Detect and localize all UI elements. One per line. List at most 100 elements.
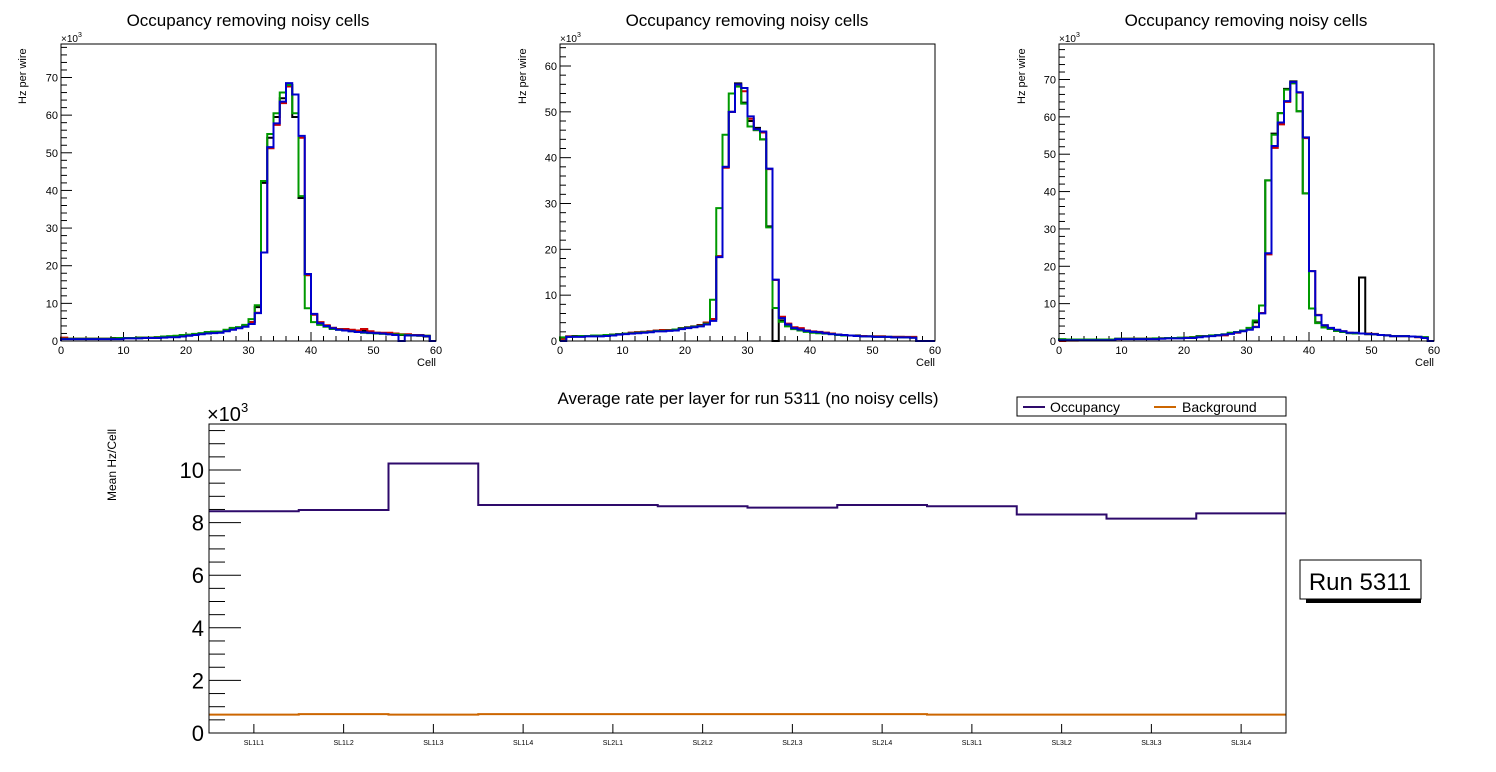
x-tick-label: 50 <box>866 345 878 357</box>
x-category-label: SL2L1 <box>603 740 623 747</box>
y-tick-label: 2 <box>192 668 204 693</box>
y-axis-label: Hz per wire <box>1016 48 1028 104</box>
x-tick-label: 10 <box>1115 345 1127 357</box>
y-axis-label: Hz per wire <box>517 48 529 104</box>
panel-occupancy-3: Occupancy removing noisy cells Hz per wi… <box>1016 11 1440 369</box>
x-category-label: SL1L2 <box>334 740 354 747</box>
panel-average-rate: Average rate per layer for run 5311 (no … <box>105 389 1422 747</box>
series-layer1 <box>60 84 436 342</box>
y-axis-label: Hz per wire <box>17 48 29 104</box>
series-layer2 <box>1059 82 1434 342</box>
y-exponent: ×103 <box>560 32 581 45</box>
y-tick-label: 20 <box>545 244 557 256</box>
y-tick-label: 20 <box>46 261 58 273</box>
y-tick-label: 10 <box>46 298 58 310</box>
run-annotation-box <box>1299 559 1422 600</box>
panel-title: Occupancy removing noisy cells <box>1125 11 1368 30</box>
y-exponent: ×103 <box>207 400 248 426</box>
x-tick-label: 10 <box>616 345 628 357</box>
x-tick-label: 0 <box>1056 345 1062 357</box>
y-tick-label: 50 <box>46 148 58 160</box>
series-layer3 <box>1058 82 1434 342</box>
x-tick-label: 60 <box>1428 345 1440 357</box>
y-tick-label: 0 <box>1050 336 1056 348</box>
x-tick-label: 30 <box>242 345 254 357</box>
x-tick-label: 50 <box>367 345 379 357</box>
x-tick-label: 40 <box>804 345 816 357</box>
x-category-label: SL2L2 <box>693 740 713 747</box>
x-category-label: SL3L1 <box>962 740 982 747</box>
y-exponent: ×103 <box>61 32 82 45</box>
y-tick-label: 0 <box>52 336 58 348</box>
x-category-label: SL3L4 <box>1231 740 1251 747</box>
x-category-label: SL1L1 <box>244 740 264 747</box>
legend: Occupancy Background <box>1016 396 1287 417</box>
x-category-label: SL2L3 <box>782 740 802 747</box>
y-tick-label: 10 <box>180 458 204 483</box>
y-tick-label: 4 <box>192 616 204 641</box>
x-tick-label: 0 <box>557 345 563 357</box>
y-exponent: ×103 <box>1059 32 1080 45</box>
y-tick-label: 60 <box>46 110 58 122</box>
x-tick-label: 30 <box>1240 345 1252 357</box>
x-tick-label: 40 <box>305 345 317 357</box>
x-tick-label: 30 <box>741 345 753 357</box>
legend-box <box>1016 396 1287 417</box>
series-layer2 <box>60 85 436 342</box>
series-occupancy <box>209 462 1286 520</box>
panel-occupancy-1: Occupancy removing noisy cells Hz per wi… <box>17 11 442 369</box>
run-annotation-shadow <box>1306 598 1421 603</box>
legend-label-background: Background <box>1182 399 1257 415</box>
x-tick-label: 60 <box>430 345 442 357</box>
x-tick-label: 40 <box>1303 345 1315 357</box>
series-background <box>209 713 1286 716</box>
x-category-label: SL3L2 <box>1052 740 1072 747</box>
y-tick-label: 20 <box>1044 261 1056 273</box>
y-tick-label: 10 <box>1044 299 1056 311</box>
series-layer3 <box>559 85 935 342</box>
y-tick-label: 8 <box>192 511 204 536</box>
y-tick-label: 30 <box>545 199 557 211</box>
y-axis-label: Mean Hz/Cell <box>105 429 119 501</box>
x-tick-label: 10 <box>117 345 129 357</box>
series-layer4 <box>1058 81 1434 342</box>
plot-frame <box>559 43 936 342</box>
y-tick-label: 70 <box>46 73 58 85</box>
y-tick-label: 40 <box>1044 187 1056 199</box>
x-axis-label: Cell <box>916 357 935 369</box>
y-tick-label: 30 <box>1044 224 1056 236</box>
y-tick-label: 0 <box>192 721 204 746</box>
run-annotation-text: Run 5311 <box>1309 569 1411 596</box>
x-category-label: SL1L4 <box>513 740 533 747</box>
y-tick-label: 50 <box>545 107 557 119</box>
y-tick-label: 60 <box>1044 112 1056 124</box>
x-tick-label: 20 <box>1178 345 1190 357</box>
y-tick-label: 40 <box>545 153 557 165</box>
x-axis-label: Cell <box>417 357 436 369</box>
panel-title: Occupancy removing noisy cells <box>127 11 370 30</box>
panel-title: Occupancy removing noisy cells <box>626 11 869 30</box>
y-tick-label: 6 <box>192 563 204 588</box>
x-tick-label: 60 <box>929 345 941 357</box>
x-category-label: SL1L3 <box>423 740 443 747</box>
x-axis-label: Cell <box>1415 357 1434 369</box>
y-tick-label: 70 <box>1044 74 1056 86</box>
panel-occupancy-2: Occupancy removing noisy cells Hz per wi… <box>517 11 941 369</box>
y-tick-label: 40 <box>46 185 58 197</box>
series-layer1 <box>1058 80 1434 342</box>
series-layer3 <box>60 84 436 342</box>
plot-frame <box>1058 43 1435 342</box>
y-tick-label: 10 <box>545 290 557 302</box>
x-category-label: SL3L3 <box>1141 740 1161 747</box>
y-tick-label: 30 <box>46 223 58 235</box>
x-tick-label: 20 <box>679 345 691 357</box>
series-layer4 <box>560 83 935 342</box>
y-tick-label: 50 <box>1044 149 1056 161</box>
panel-title: Average rate per layer for run 5311 (no … <box>557 389 938 408</box>
x-tick-label: 20 <box>180 345 192 357</box>
plot-frame <box>60 43 437 342</box>
series-layer4 <box>60 82 436 342</box>
run-annotation: Run 5311 <box>1299 559 1422 603</box>
plot-frame <box>208 423 1287 734</box>
